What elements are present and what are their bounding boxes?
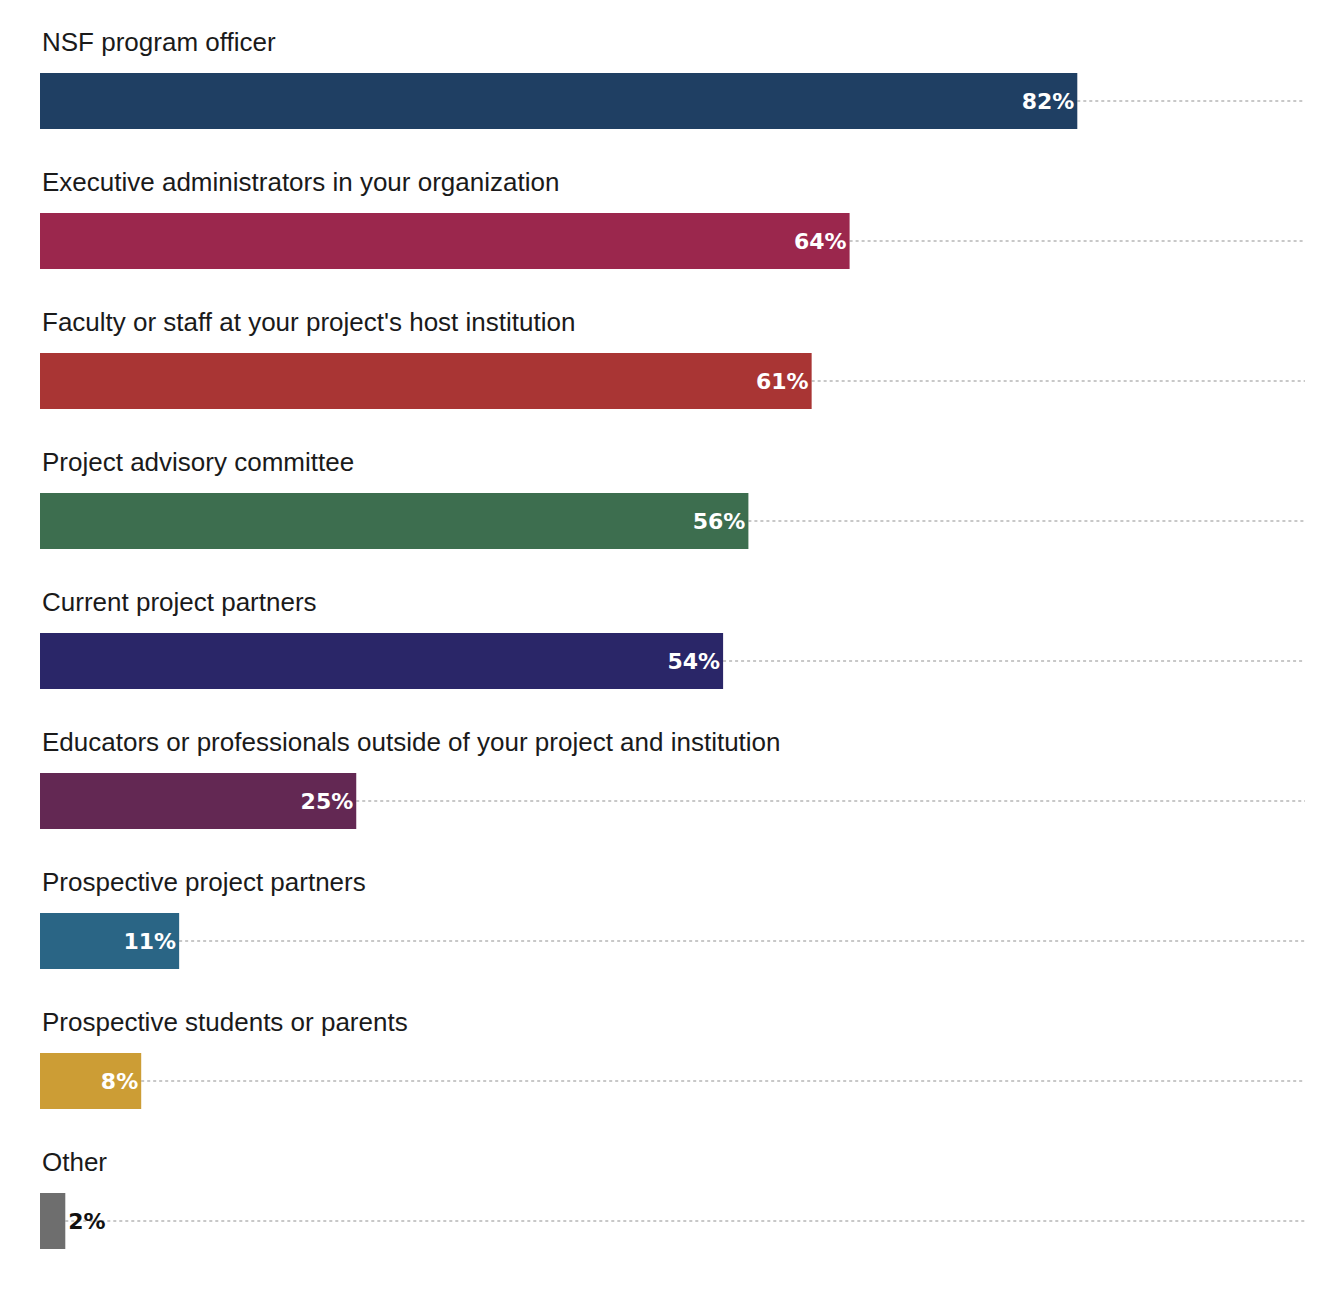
svg-text:Executive administrators in yo: Executive administrators in your organiz…	[42, 167, 559, 197]
svg-text:2%: 2%	[68, 1209, 105, 1234]
svg-text:NSF program officer: NSF program officer	[42, 27, 276, 57]
svg-text:11%: 11%	[123, 929, 176, 954]
svg-text:Current project partners: Current project partners	[42, 587, 317, 617]
svg-text:Faculty or staff at your proje: Faculty or staff at your project's host …	[42, 307, 575, 337]
svg-text:64%: 64%	[794, 229, 847, 254]
svg-text:Prospective project partners: Prospective project partners	[42, 867, 366, 897]
svg-text:Other: Other	[42, 1147, 107, 1177]
svg-text:8%: 8%	[101, 1069, 138, 1094]
svg-text:61%: 61%	[756, 369, 809, 394]
svg-text:25%: 25%	[301, 789, 354, 814]
svg-text:56%: 56%	[693, 509, 746, 534]
svg-text:Prospective students or parent: Prospective students or parents	[42, 1007, 408, 1037]
svg-text:82%: 82%	[1022, 89, 1075, 114]
svg-text:Project advisory committee: Project advisory committee	[42, 447, 354, 477]
svg-text:54%: 54%	[667, 649, 720, 674]
svg-text:Educators or professionals out: Educators or professionals outside of yo…	[42, 727, 781, 757]
